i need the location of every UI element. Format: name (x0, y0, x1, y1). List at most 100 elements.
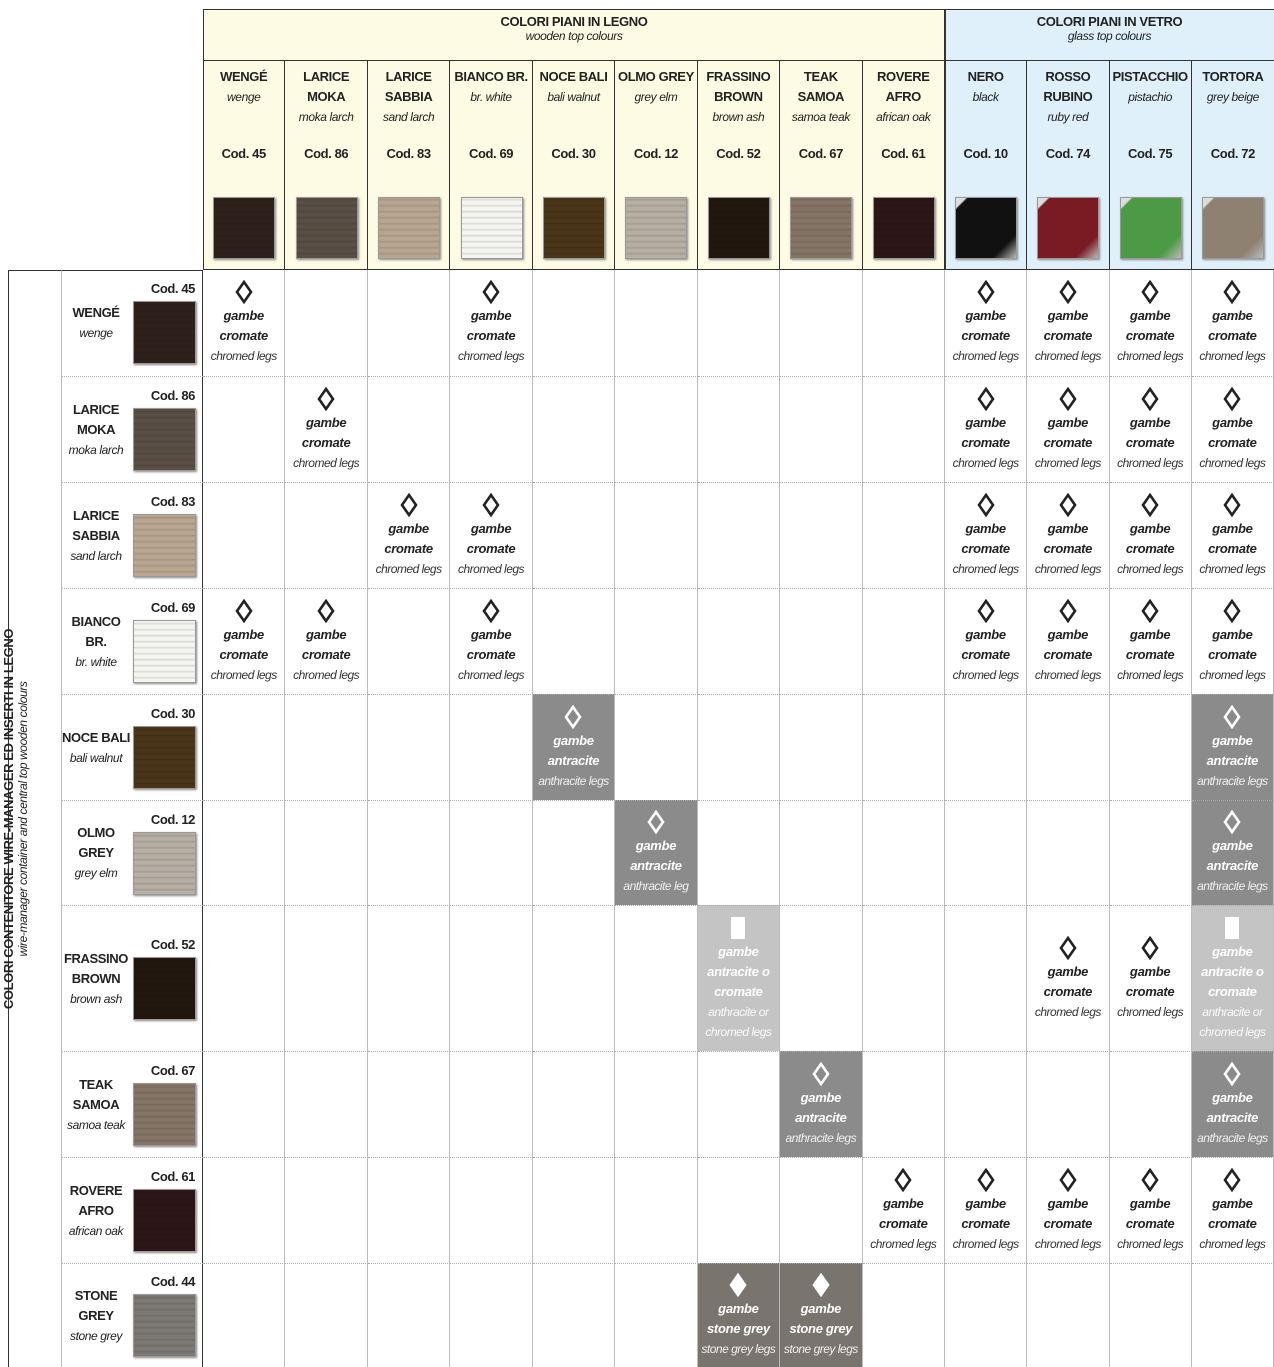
table-cell (367, 694, 451, 800)
column-name: TEAK SAMOA (797, 69, 845, 104)
leg-label: gambe antracite (1206, 1089, 1259, 1125)
leg-icon (894, 1167, 912, 1192)
row-code: Cod. 61 (150, 1169, 196, 1184)
table-cell (862, 376, 945, 482)
leg-icon (482, 492, 500, 517)
row-translation: bali walnut (69, 750, 123, 765)
leg-icon-shape (1223, 386, 1241, 411)
column-name-block: LARICE MOKA moka larch (287, 67, 364, 127)
row-swatch-block: Cod. 83 (133, 494, 197, 578)
column-translation: wenge (227, 90, 261, 104)
leg-icon-shape (235, 598, 253, 623)
leg-note: stone grey legs (783, 1341, 858, 1356)
table-cell (615, 905, 698, 1051)
leg-icon (731, 916, 746, 939)
leg-icon-shape (1141, 386, 1159, 411)
leg-label: gambe cromate (879, 1195, 928, 1231)
row-swatch (133, 1083, 196, 1146)
leg-icon (1223, 280, 1241, 304)
column-translation: african oak (876, 110, 931, 124)
leg-note: chromed legs (1117, 561, 1184, 576)
row-name-block: LARICE MOKA moka larch (62, 377, 130, 482)
row-name-block: BIANCO BR. br. white (62, 589, 130, 694)
leg-icon-shape (482, 280, 500, 304)
leg-icon-shape (977, 280, 995, 304)
row-swatch-block: Cod. 30 (133, 706, 197, 790)
leg-note: anthracite or chromed legs (1199, 1004, 1266, 1039)
table-cell (367, 270, 451, 376)
leg-icon-shape (731, 916, 746, 939)
leg-note: chromed legs (1199, 1236, 1266, 1251)
row-header: BIANCO BR. br. white Cod. 69 (62, 588, 203, 694)
column-header: ROSSO RUBINO ruby red Cod. 74 (1027, 60, 1110, 270)
leg-icon (1223, 598, 1241, 623)
table-cell (450, 1263, 533, 1367)
table-cell (615, 694, 698, 800)
row-translation: stone grey (69, 1328, 123, 1343)
table-cell (203, 1051, 286, 1157)
table-cell (532, 1157, 616, 1263)
table-cell (367, 376, 451, 482)
leg-icon (400, 492, 418, 517)
leg-icon (1059, 386, 1077, 411)
leg-label: gambe antracite o cromate (707, 943, 770, 999)
leg-icon-shape (1141, 1167, 1159, 1192)
table-cell (367, 905, 451, 1051)
leg-note: chromed legs (210, 667, 278, 682)
column-name: PISTACCHIO (1112, 69, 1189, 84)
leg-note: chromed legs (1034, 1236, 1102, 1251)
column-swatch (1037, 197, 1100, 259)
row-swatch (133, 726, 196, 789)
column-name-block: NOCE BALI bali walnut (535, 67, 612, 107)
leg-label: gambe cromate (1208, 414, 1257, 450)
column-name: FRASSINO BROWN (706, 69, 771, 104)
column-name: LARICE MOKA (303, 69, 350, 104)
table-cell (285, 482, 368, 588)
row-name: WENGÉ (72, 305, 120, 320)
leg-label: gambe cromate (1125, 626, 1175, 662)
leg-icon (235, 598, 253, 623)
row-swatch-block: Cod. 69 (133, 600, 197, 684)
row-name: STONE GREY (74, 1287, 118, 1323)
column-name: BIANCO BR. (454, 69, 528, 84)
table-cell: gambe cromate chromed legs (450, 588, 533, 694)
leg-icon-shape (1223, 810, 1241, 834)
leg-icon-shape (977, 492, 995, 517)
column-name-block: NERO black (947, 67, 1024, 107)
table-cell (615, 588, 698, 694)
column-code: Cod. 69 (468, 146, 514, 161)
table-cell (532, 1263, 616, 1367)
table-cell: gambe cromate chromed legs (1109, 905, 1192, 1051)
leg-label: gambe cromate (1125, 963, 1175, 999)
row-name: BIANCO BR. (71, 613, 121, 649)
leg-icon (1223, 492, 1241, 517)
row-name-block: STONE GREY stone grey (62, 1264, 130, 1367)
leg-label: gambe cromate (466, 520, 516, 556)
leg-icon (1225, 916, 1240, 939)
leg-icon-shape (1225, 916, 1240, 939)
column-code: Cod. 74 (1045, 146, 1091, 161)
leg-note: chromed legs (1117, 455, 1184, 470)
table-cell (367, 1051, 451, 1157)
leg-icon-shape (1223, 1167, 1241, 1192)
table-cell: gambe antracite anthracite legs (1191, 1051, 1274, 1157)
leg-label: gambe cromate (1043, 308, 1093, 343)
column-swatch (707, 197, 770, 259)
leg-label: gambe cromate (1208, 1195, 1257, 1231)
leg-note: chromed legs (293, 667, 360, 682)
column-header: ROVERE AFRO african oak Cod. 61 (862, 60, 945, 270)
leg-icon-shape (1141, 492, 1159, 517)
table-cell (367, 800, 451, 905)
table-cell: gambe cromate chromed legs (1027, 1157, 1110, 1263)
column-header: FRASSINO BROWN brown ash Cod. 52 (697, 60, 781, 270)
table-cell (1027, 1263, 1110, 1367)
table-cell: gambe cromate chromed legs (1027, 588, 1110, 694)
leg-icon-shape (647, 810, 665, 834)
column-translation: black (972, 90, 999, 104)
side-title: COLORI CONTENITORE WIRE-MANAGER ED INSER… (1, 628, 16, 1010)
leg-note: chromed legs (1199, 561, 1266, 576)
leg-label: gambe cromate (1043, 963, 1093, 999)
row-code: Cod. 52 (150, 937, 196, 952)
leg-icon (812, 1061, 830, 1086)
table-cell: gambe cromate chromed legs (1027, 482, 1110, 588)
